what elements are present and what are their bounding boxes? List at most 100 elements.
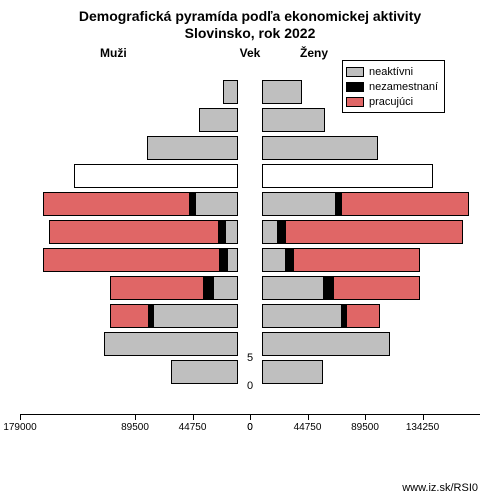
bar-segment-inactive: [263, 333, 389, 355]
bar-segment-inactive: [263, 193, 335, 215]
male-bar: [147, 136, 238, 160]
male-bar: [110, 276, 238, 300]
x-axis: 17900089500447500 04475089500134250: [20, 406, 480, 446]
bar-slot: [20, 134, 250, 162]
bar-segment-working: [44, 193, 189, 215]
bar-segment-inactive: [172, 361, 237, 383]
header-female: Ženy: [300, 46, 328, 60]
female-side: [250, 66, 480, 406]
bar-slot: [20, 190, 250, 218]
axis-tick-label: 179000: [3, 422, 36, 433]
female-bar: [262, 248, 420, 272]
male-bar: [43, 192, 238, 216]
female-bar: [262, 304, 380, 328]
x-axis-male: 17900089500447500: [20, 406, 250, 446]
male-side: [20, 66, 250, 406]
male-bar: [104, 332, 238, 356]
bar-segment-working: [44, 249, 219, 271]
bar-slot: [20, 302, 250, 330]
axis-tick: [365, 414, 366, 420]
male-bar: [171, 360, 238, 384]
bar-segment-working: [333, 277, 420, 299]
bar-segment-inactive: [263, 305, 341, 327]
male-bar: [223, 80, 238, 104]
bar-segment-unemployed: [219, 249, 227, 271]
bar-segment-inactive: [263, 361, 322, 383]
bar-slot: [250, 78, 480, 106]
male-bar: [199, 108, 238, 132]
pyramid-chart: Demografická pyramída podľa ekonomickej …: [0, 0, 500, 500]
axis-tick: [308, 414, 309, 420]
bar-segment-working: [50, 221, 217, 243]
bar-segment-unemployed: [323, 277, 333, 299]
female-bar: [262, 136, 378, 160]
bar-segment-inactive: [224, 81, 237, 103]
male-bar: [43, 248, 238, 272]
source-url: www.iz.sk/RSI0: [402, 482, 478, 494]
male-bar: [74, 164, 238, 188]
female-bar: [262, 108, 325, 132]
female-bar: [262, 220, 463, 244]
bar-segment-working: [285, 221, 462, 243]
axis-tick: [135, 414, 136, 420]
bar-segment-inactive: [225, 221, 237, 243]
bar-segment-working: [111, 305, 148, 327]
x-axis-female: 04475089500134250: [250, 406, 480, 446]
bar-slot: [250, 218, 480, 246]
bar-segment-inactive: [195, 193, 237, 215]
bar-segment-inactive: [263, 81, 301, 103]
bar-segment-inactive: [263, 221, 277, 243]
female-bar: [262, 192, 469, 216]
chart-title: Demografická pyramída podľa ekonomickej …: [0, 0, 500, 42]
title-line-1: Demografická pyramída podľa ekonomickej …: [0, 8, 500, 25]
bar-slot: [250, 302, 480, 330]
bar-segment-empty: [75, 165, 237, 187]
bar-slot: [250, 162, 480, 190]
age-label: 5: [238, 352, 262, 364]
bar-slot: [250, 246, 480, 274]
female-bar: [262, 360, 323, 384]
bar-segment-inactive: [213, 277, 237, 299]
bar-slot: [250, 358, 480, 386]
female-bar: [262, 80, 302, 104]
bar-segment-inactive: [263, 137, 377, 159]
bar-slot: [250, 106, 480, 134]
plot-area: 50: [20, 66, 480, 406]
bar-slot: [20, 358, 250, 386]
bar-segment-unemployed: [285, 249, 293, 271]
bar-segment-working: [341, 193, 468, 215]
axis-tick-label: 89500: [121, 422, 149, 433]
bar-segment-working: [293, 249, 419, 271]
male-bar: [49, 220, 238, 244]
male-bar: [110, 304, 238, 328]
bar-segment-inactive: [263, 249, 285, 271]
bar-segment-inactive: [148, 137, 237, 159]
title-line-2: Slovinsko, rok 2022: [0, 25, 500, 42]
axis-tick-label: 89500: [351, 422, 379, 433]
axis-tick: [20, 414, 21, 420]
bar-segment-inactive: [263, 277, 323, 299]
bar-slot: [250, 134, 480, 162]
bar-segment-working: [111, 277, 203, 299]
axis-tick-label: 134250: [406, 422, 439, 433]
axis-tick: [250, 414, 251, 420]
female-bar: [262, 164, 433, 188]
bar-segment-unemployed: [218, 221, 225, 243]
age-label: 0: [238, 380, 262, 392]
bar-segment-unemployed: [203, 277, 213, 299]
header-age: Vek: [240, 46, 261, 60]
axis-tick-label: 0: [247, 422, 253, 433]
bar-slot: [20, 246, 250, 274]
female-bar: [262, 332, 390, 356]
bar-segment-inactive: [200, 109, 237, 131]
bar-slot: [20, 162, 250, 190]
bar-segment-inactive: [227, 249, 237, 271]
bar-slot: [250, 274, 480, 302]
bar-segment-empty: [263, 165, 432, 187]
bar-slot: [250, 190, 480, 218]
axis-tick-label: 44750: [179, 422, 207, 433]
bar-slot: [20, 78, 250, 106]
bar-segment-unemployed: [277, 221, 284, 243]
bar-segment-inactive: [263, 109, 324, 131]
bar-segment-working: [346, 305, 380, 327]
